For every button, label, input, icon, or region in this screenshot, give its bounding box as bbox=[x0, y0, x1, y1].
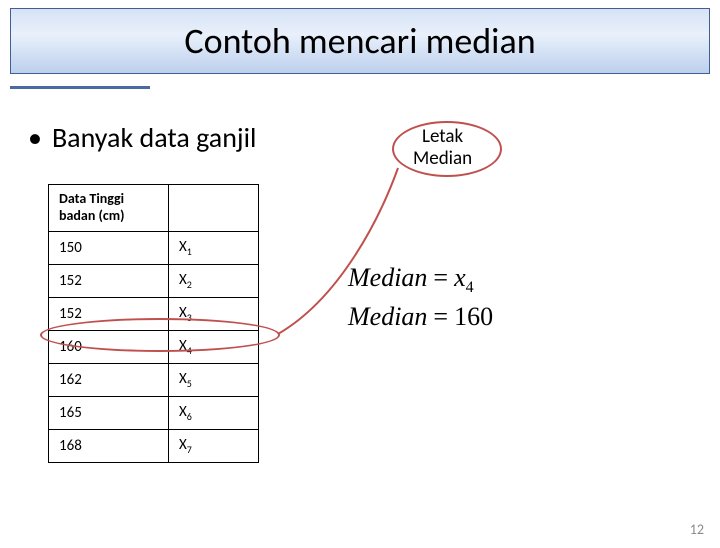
formula-line-1: Median=x4 bbox=[348, 260, 493, 299]
table-row: 165 X6 bbox=[49, 396, 259, 429]
cell-value: 168 bbox=[49, 429, 169, 462]
formula-block: Median=x4 Median=160 bbox=[348, 260, 493, 334]
bullet-text: Banyak data ganjil bbox=[52, 120, 257, 155]
table-row: 162 X5 bbox=[49, 363, 259, 396]
slide-title: Contoh mencari median bbox=[184, 19, 535, 63]
cell-xvar: X1 bbox=[169, 231, 259, 264]
cell-value: 150 bbox=[49, 231, 169, 264]
cell-xvar: X2 bbox=[169, 264, 259, 297]
table-row: 168 X7 bbox=[49, 429, 259, 462]
table-row: 152 X2 bbox=[49, 264, 259, 297]
ellipse-median-row-icon bbox=[40, 318, 280, 352]
bullet-dot: • bbox=[28, 120, 42, 155]
cell-value: 162 bbox=[49, 363, 169, 396]
cell-value: 165 bbox=[49, 396, 169, 429]
table-header-col1: Data Tinggi badan (cm) bbox=[49, 185, 169, 232]
cell-value: 152 bbox=[49, 264, 169, 297]
title-underline bbox=[10, 86, 150, 89]
cell-xvar: X7 bbox=[169, 429, 259, 462]
bullet-item: • Banyak data ganjil bbox=[28, 120, 256, 155]
table-header-col2 bbox=[169, 185, 259, 232]
slide-title-bar: Contoh mencari median bbox=[10, 8, 710, 74]
formula-line-2: Median=160 bbox=[348, 299, 493, 334]
page-number: 12 bbox=[690, 521, 704, 538]
cell-xvar: X6 bbox=[169, 396, 259, 429]
cell-xvar: X5 bbox=[169, 363, 259, 396]
ellipse-letak-icon bbox=[392, 121, 502, 177]
table-row: 150 X1 bbox=[49, 231, 259, 264]
